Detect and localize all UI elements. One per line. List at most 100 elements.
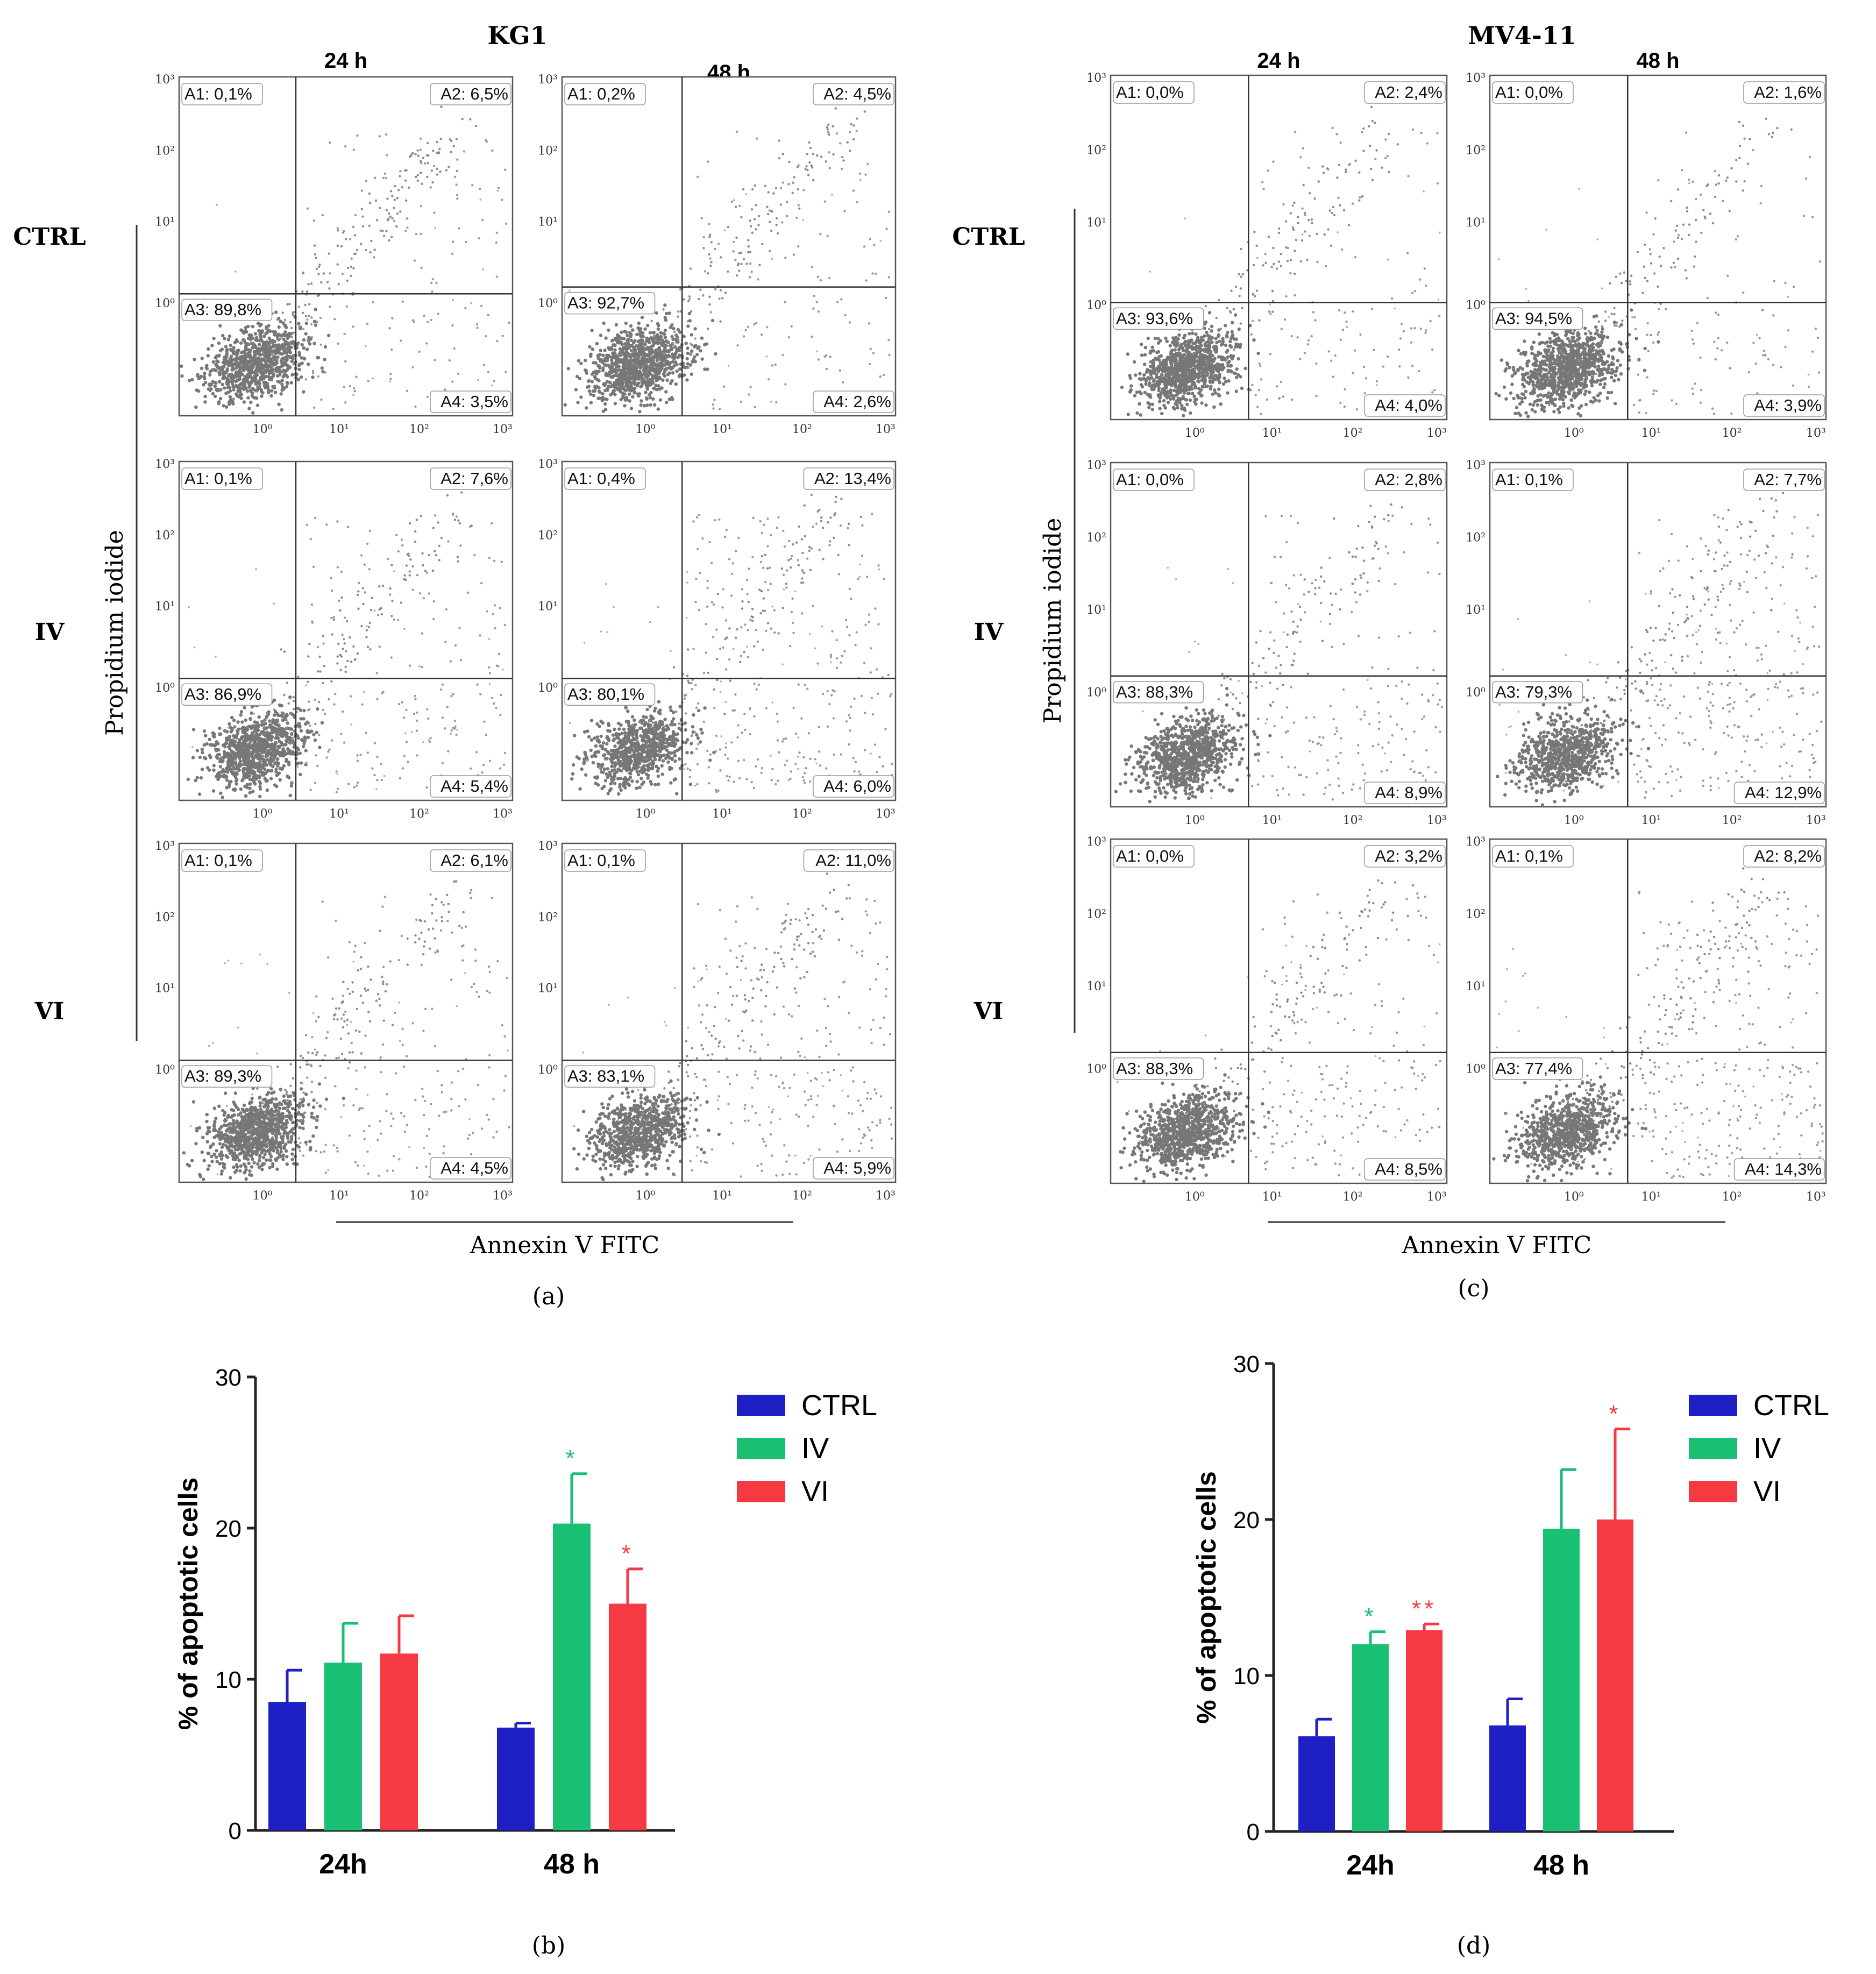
bar-ctrl bbox=[1298, 1736, 1335, 1831]
y-tick-label: 10¹ bbox=[1086, 216, 1106, 230]
x-tick-label: 10⁰ bbox=[253, 423, 273, 436]
bar-ctrl bbox=[1489, 1725, 1526, 1831]
y-tick-label: 10³ bbox=[1086, 72, 1106, 85]
y-tick-label: 10¹ bbox=[1086, 980, 1106, 993]
legend-swatch-iv bbox=[1689, 1438, 1737, 1459]
quadrant-a4-label-box bbox=[430, 390, 511, 413]
y-tick-label: 10² bbox=[1466, 907, 1486, 921]
category-label: 24h bbox=[319, 1849, 367, 1880]
quadrant-a3-label-box bbox=[1492, 307, 1583, 330]
y-tick-label: 10² bbox=[1086, 907, 1106, 921]
panel-label: (c) bbox=[1458, 1275, 1490, 1302]
x-tick-label: 10¹ bbox=[329, 1189, 349, 1203]
quadrant-a2-label-box bbox=[1364, 468, 1446, 491]
quadrant-a4-label-box bbox=[1364, 1158, 1446, 1181]
dot-plot: A1: 0,0% A2: 3,2% A3: 88,3% A4: 8,5% 10⁰ 10¹ 1… bbox=[1086, 835, 1448, 1204]
quadrant-a4-label: A4: 12,9% bbox=[1745, 783, 1822, 802]
x-tick-label: 10¹ bbox=[712, 1189, 732, 1203]
quadrant-a2-label: A2: 7,6% bbox=[440, 469, 508, 488]
x-tick-label: 10² bbox=[409, 1189, 429, 1203]
x-tick-label: 10² bbox=[1343, 814, 1363, 827]
quadrant-a4-label: A4: 3,5% bbox=[440, 392, 508, 411]
quadrant-a1-label: A1: 0,2% bbox=[567, 84, 635, 103]
x-tick-label: 10² bbox=[1722, 427, 1742, 440]
quadrant-a4-label-box bbox=[1364, 782, 1446, 804]
quadrant-a3-label-box bbox=[1113, 681, 1204, 704]
legend-label: IV bbox=[801, 1432, 829, 1465]
y-tick-label: 10¹ bbox=[155, 982, 175, 996]
x-tick-label: 10³ bbox=[1427, 814, 1447, 827]
x-tick-label: 10² bbox=[1343, 1190, 1363, 1204]
dot-plot: A1: 0,1% A2: 7,6% A3: 86,9% A4: 5,4% 10⁰ 10¹ 1… bbox=[155, 458, 514, 821]
y-tick-label: 10² bbox=[155, 911, 175, 924]
quadrant-a2-label: A2: 6,1% bbox=[440, 851, 508, 870]
y-tick-label: 10⁰ bbox=[1466, 1062, 1486, 1076]
legend-swatch-iv bbox=[737, 1438, 785, 1459]
legend-label: CTRL bbox=[1753, 1389, 1829, 1422]
quadrant-a2-label-box bbox=[430, 849, 511, 872]
events bbox=[182, 862, 510, 1181]
y-axis-label: % of apoptotic cells bbox=[173, 1478, 203, 1730]
dot-plot: A1: 0,0% A2: 2,4% A3: 93,6% A4: 4,0% 10⁰ 10¹ 1… bbox=[1086, 72, 1448, 440]
x-tick-label: 10³ bbox=[1427, 1190, 1447, 1204]
quadrant-a1-label: A1: 0,1% bbox=[184, 851, 252, 870]
events bbox=[572, 872, 893, 1182]
y-tick-label: 10⁰ bbox=[155, 681, 175, 695]
y-tick-label: 10¹ bbox=[155, 600, 175, 614]
bar-iv bbox=[553, 1523, 591, 1830]
quadrant-a4-label: A4: 4,5% bbox=[440, 1159, 508, 1177]
y-tick-label: 10³ bbox=[1466, 459, 1486, 472]
quadrant-a4-label: A4: 2,6% bbox=[823, 392, 891, 411]
x-tick-label: 10¹ bbox=[712, 807, 732, 821]
quadrant-a1-label: A1: 0,0% bbox=[1116, 470, 1184, 489]
y-tick-label: 0 bbox=[229, 1818, 241, 1844]
y-tick-label: 10⁰ bbox=[1466, 686, 1486, 699]
row-label: CTRL bbox=[13, 223, 86, 251]
quadrant-a4-label: A4: 5,9% bbox=[823, 1159, 891, 1177]
y-tick-label: 10¹ bbox=[1086, 603, 1106, 617]
x-tick-label: 10² bbox=[409, 807, 429, 821]
quadrant-a4-label: A4: 14,3% bbox=[1745, 1160, 1822, 1178]
dot-plot: A1: 0,1% A2: 8,2% A3: 77,4% A4: 14,3% 10⁰ 10¹… bbox=[1466, 835, 1827, 1204]
y-tick-label: 10 bbox=[215, 1667, 241, 1693]
quadrant-a1-label: A1: 0,0% bbox=[1116, 847, 1184, 865]
x-tick-label: 10³ bbox=[1806, 1190, 1826, 1204]
quadrant-a2-label: A2: 6,5% bbox=[440, 84, 508, 103]
bar-vi bbox=[609, 1603, 646, 1830]
quadrant-a4-label-box bbox=[813, 390, 894, 413]
y-tick-label: 10² bbox=[538, 911, 558, 924]
dot-plot: A1: 0,0% A2: 2,8% A3: 88,3% A4: 8,9% 10⁰ 10¹ 1… bbox=[1086, 459, 1448, 827]
y-tick-label: 10⁰ bbox=[1466, 299, 1486, 312]
y-tick-label: 10³ bbox=[538, 73, 558, 87]
quadrant-a3-label: A3: 89,8% bbox=[184, 300, 261, 319]
bar-iv bbox=[1543, 1529, 1580, 1831]
legend-label: VI bbox=[1753, 1475, 1781, 1508]
x-tick-label: 10⁰ bbox=[1564, 814, 1584, 827]
quadrant-a3-label: A3: 80,1% bbox=[567, 685, 644, 704]
quadrant-a3-label: A3: 88,3% bbox=[1116, 683, 1193, 701]
x-tick-label: 10² bbox=[792, 1189, 812, 1203]
quadrant-a1-label-box bbox=[1113, 81, 1195, 104]
time-label: 48 h bbox=[1636, 49, 1679, 73]
x-tick-label: 10⁰ bbox=[1564, 427, 1584, 440]
y-tick-label: 20 bbox=[1233, 1507, 1260, 1533]
row-label: VI bbox=[973, 998, 1004, 1025]
x-tick-label: 10³ bbox=[876, 1189, 896, 1203]
y-tick-label: 10¹ bbox=[1466, 216, 1486, 230]
row-label: VI bbox=[34, 998, 65, 1025]
quadrant-a2-label-box bbox=[803, 849, 894, 872]
quadrant-a1-label: A1: 0,0% bbox=[1116, 83, 1184, 102]
y-tick-label: 10¹ bbox=[538, 982, 558, 996]
y-tick-label: 20 bbox=[215, 1516, 241, 1542]
quadrant-a2-label: A2: 2,8% bbox=[1375, 470, 1442, 489]
y-tick-label: 10² bbox=[155, 144, 175, 158]
quadrant-a4-label: A4: 8,5% bbox=[1375, 1160, 1442, 1178]
quadrant-a3-label-box bbox=[564, 292, 656, 315]
events bbox=[1114, 472, 1444, 804]
y-tick-label: 10⁰ bbox=[538, 297, 558, 310]
bar-vi bbox=[380, 1653, 418, 1830]
quadrant-a3-label-box bbox=[181, 299, 273, 321]
quadrant-a1-label: A1: 0,4% bbox=[567, 469, 635, 488]
